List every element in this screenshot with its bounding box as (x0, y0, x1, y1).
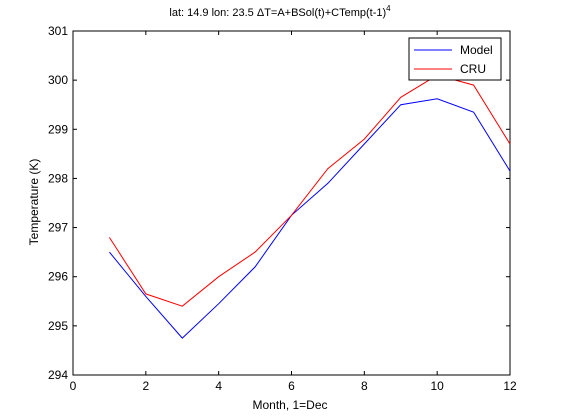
plot-frame (72, 30, 511, 376)
chart-title: lat: 14.9 lon: 23.5 ΔT=A+BSol(t)+CTemp(t… (169, 4, 391, 19)
series-line-model (109, 98, 511, 339)
y-tick-label: 294 (48, 368, 68, 382)
chart-title-superscript: 4 (386, 4, 391, 13)
x-tick-label: 10 (430, 379, 444, 393)
legend-label-model: Model (460, 43, 493, 57)
x-axis-label: Month, 1=Dec (252, 398, 327, 412)
x-tick-label: 8 (361, 379, 368, 393)
x-tick-label: 0 (70, 379, 77, 393)
x-tick-label: 4 (215, 379, 222, 393)
x-tick-label: 6 (288, 379, 295, 393)
legend: Model CRU (408, 37, 502, 81)
y-tick-label: 298 (48, 171, 68, 185)
plot-area: 0 2 4 6 8 10 12 294 295 296 297 298 299 300 301 (48, 24, 517, 393)
y-axis-label: Temperature (K) (27, 159, 41, 246)
y-tick-label: 295 (48, 319, 68, 333)
legend-box (408, 37, 502, 81)
x-tick-label: 2 (142, 379, 149, 393)
x-axis: 0 2 4 6 8 10 12 (70, 31, 517, 393)
y-tick-label: 299 (48, 122, 68, 136)
y-axis: 294 295 296 297 298 299 300 301 (48, 24, 510, 382)
legend-label-cru: CRU (460, 62, 486, 76)
y-tick-label: 300 (48, 73, 68, 87)
y-tick-label: 301 (48, 24, 68, 38)
y-tick-label: 296 (48, 270, 68, 284)
x-tick-label: 12 (503, 379, 517, 393)
y-tick-label: 297 (48, 221, 68, 235)
